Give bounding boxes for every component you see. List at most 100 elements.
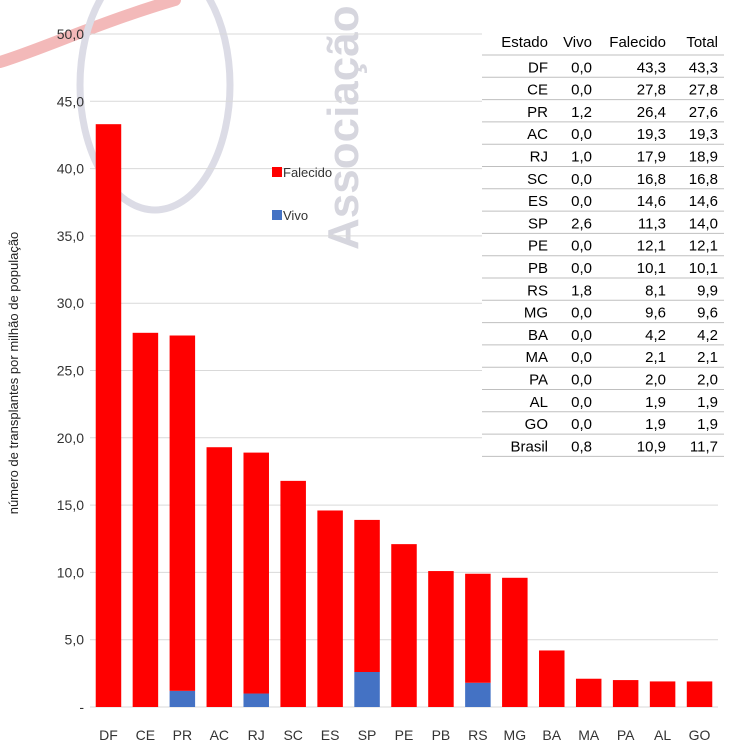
watermark-text: Associação B <box>319 0 368 250</box>
bar-sc-falecido <box>280 480 306 707</box>
bar-sp-falecido <box>354 519 380 673</box>
table-cell-sc-0: SC <box>527 171 548 188</box>
table-cell-sp-2: 11,3 <box>638 215 666 232</box>
table-cell-ma-3: 2,1 <box>697 349 718 366</box>
x-tick-label-go: GO <box>689 727 711 742</box>
x-tick-label-mg: MG <box>504 727 527 742</box>
x-tick-label-df: DF <box>99 727 118 742</box>
table-header-vivo: Vivo <box>563 34 592 51</box>
table-cell-ac-3: 19,3 <box>689 126 718 143</box>
bar-rs-falecido <box>465 573 491 683</box>
x-tick-label-ce: CE <box>136 727 155 742</box>
bars <box>95 124 713 707</box>
bar-sp-vivo <box>354 672 380 707</box>
table-cell-es-3: 14,6 <box>689 193 718 210</box>
table-cell-rj-0: RJ <box>530 149 548 166</box>
table-cell-df-0: DF <box>528 59 548 76</box>
table-cell-sc-3: 16,8 <box>689 171 718 188</box>
x-tick-label-ac: AC <box>210 727 229 742</box>
bar-ma-falecido <box>575 678 602 707</box>
y-tick-label-6: 30,0 <box>57 295 84 311</box>
table-cell-ce-1: 0,0 <box>571 82 592 99</box>
y-tick-label-7: 35,0 <box>57 228 84 244</box>
x-tick-label-rj: RJ <box>248 727 265 742</box>
data-table: Estado Vivo Falecido Total DF 0,0 43,3 43,3 CE 0,… <box>482 24 724 457</box>
table-cell-rj-3: 18,9 <box>689 149 718 166</box>
table-header-estado: Estado <box>501 34 548 51</box>
table-cell-pb-3: 10,1 <box>689 260 718 277</box>
table-cell-pb-2: 10,1 <box>637 260 666 277</box>
table-header-total: Total <box>686 34 718 51</box>
watermark-logo-arc <box>0 0 181 68</box>
table-cell-mg-0: MG <box>524 305 548 322</box>
bar-go-falecido <box>686 681 713 707</box>
table-cell-df-1: 0,0 <box>571 59 592 76</box>
table-cell-pr-0: PR <box>527 104 548 121</box>
y-tick-label-5: 25,0 <box>57 363 84 379</box>
table-cell-ba-1: 0,0 <box>571 327 592 344</box>
table-cell-ac-1: 0,0 <box>571 126 592 143</box>
bar-ba-falecido <box>539 650 565 707</box>
table-cell-pe-2: 12,1 <box>637 238 666 255</box>
table-cell-pb-1: 0,0 <box>571 260 592 277</box>
table-cell-ce-3: 27,8 <box>689 82 718 99</box>
table-cell-al-0: AL <box>530 394 548 411</box>
table-cell-rs-3: 9,9 <box>697 282 718 299</box>
table-cell-pa-2: 2,0 <box>645 372 666 389</box>
y-tick-label-0: - <box>79 699 84 715</box>
table-cell-pa-1: 0,0 <box>571 372 592 389</box>
bar-rs-vivo <box>465 682 491 707</box>
table-background <box>482 24 724 457</box>
watermark: Associação B <box>0 0 368 250</box>
bar-es-falecido <box>317 510 343 707</box>
y-tick-label-2: 10,0 <box>57 564 84 580</box>
table-cell-brasil-3: 11,7 <box>690 438 718 455</box>
table-cell-pa-0: PA <box>529 372 548 389</box>
y-tick-label-3: 15,0 <box>57 497 84 513</box>
table-cell-go-2: 1,9 <box>645 416 666 433</box>
y-tick-label-8: 40,0 <box>57 161 84 177</box>
bar-rj-vivo <box>243 693 269 707</box>
table-cell-rs-1: 1,8 <box>571 282 592 299</box>
table-cell-rs-0: RS <box>527 282 548 299</box>
x-tick-label-al: AL <box>654 727 671 742</box>
table-cell-df-3: 43,3 <box>689 59 718 76</box>
table-cell-go-3: 1,9 <box>697 416 718 433</box>
table-cell-ce-2: 27,8 <box>637 82 666 99</box>
table-cell-ma-2: 2,1 <box>645 349 666 366</box>
bar-al-falecido <box>649 681 676 707</box>
legend-swatch-vivo <box>272 210 282 220</box>
table-cell-rj-2: 17,9 <box>637 149 666 166</box>
table-cell-es-1: 0,0 <box>571 193 592 210</box>
table-cell-sp-0: SP <box>528 215 548 232</box>
table-cell-brasil-2: 10,9 <box>637 438 666 455</box>
table-cell-pr-2: 26,4 <box>637 104 666 121</box>
table-cell-ba-2: 4,2 <box>645 327 666 344</box>
table-cell-brasil-0: Brasil <box>510 438 548 455</box>
bar-mg-falecido <box>502 577 528 707</box>
table-cell-ac-0: AC <box>527 126 548 143</box>
table-cell-pe-1: 0,0 <box>571 238 592 255</box>
table-cell-al-1: 0,0 <box>571 394 592 411</box>
bar-ac-falecido <box>206 447 233 707</box>
table-cell-pe-0: PE <box>528 238 548 255</box>
table-cell-pa-3: 2,0 <box>697 372 718 389</box>
y-tick-label-9: 45,0 <box>57 93 84 109</box>
table-cell-es-2: 14,6 <box>637 193 666 210</box>
x-tick-label-es: ES <box>321 727 340 742</box>
x-tick-label-pe: PE <box>395 727 414 742</box>
table-cell-pr-1: 1,2 <box>571 104 592 121</box>
table-cell-rj-1: 1,0 <box>571 149 592 166</box>
y-tick-label-1: 5,0 <box>65 632 85 648</box>
legend-label-vivo: Vivo <box>283 208 308 223</box>
table-cell-pb-0: PB <box>528 260 548 277</box>
table-cell-al-2: 1,9 <box>645 394 666 411</box>
table-cell-es-0: ES <box>528 193 548 210</box>
table-cell-ma-0: MA <box>526 349 549 366</box>
y-axis-label: número de transplantes por milhão de pop… <box>6 232 21 515</box>
legend: Falecido Vivo <box>272 165 332 223</box>
table-cell-ma-1: 0,0 <box>571 349 592 366</box>
watermark-logo-ring <box>76 0 234 214</box>
x-tick-label-pr: PR <box>173 727 192 742</box>
